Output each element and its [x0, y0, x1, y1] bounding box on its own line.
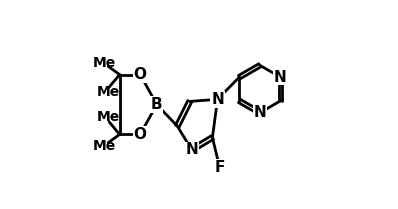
Text: O: O [134, 127, 147, 142]
Text: N: N [211, 92, 224, 107]
Text: N: N [274, 70, 287, 85]
Text: N: N [254, 105, 266, 120]
Text: F: F [215, 160, 225, 175]
Text: O: O [134, 67, 147, 82]
Text: Me: Me [97, 110, 120, 124]
Text: B: B [151, 97, 162, 112]
Text: N: N [185, 142, 198, 157]
Text: Me: Me [97, 85, 120, 99]
Text: Me: Me [92, 56, 116, 70]
Text: Me: Me [92, 139, 116, 153]
